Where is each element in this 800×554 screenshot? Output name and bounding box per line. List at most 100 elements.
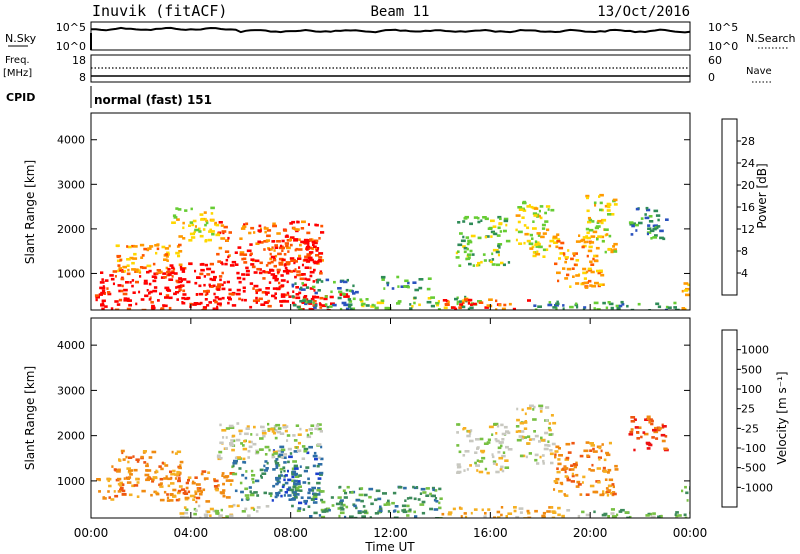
power-cell bbox=[291, 284, 294, 288]
power-cell bbox=[190, 236, 196, 239]
velocity-cell bbox=[658, 427, 662, 430]
power-cell bbox=[181, 296, 186, 300]
velocity-cell bbox=[675, 514, 679, 518]
velocity-cell bbox=[476, 446, 480, 449]
power-cell bbox=[212, 299, 217, 302]
power-cell bbox=[683, 282, 689, 285]
power-cell bbox=[228, 231, 232, 234]
power-cell bbox=[517, 220, 521, 224]
power-cell bbox=[188, 239, 193, 242]
power-cell bbox=[313, 300, 317, 303]
velocity-cell bbox=[279, 467, 284, 471]
velocity-cell bbox=[316, 464, 320, 468]
colorbar-tick-label: 1000 bbox=[741, 344, 769, 357]
range-tick-label: 2000 bbox=[57, 223, 85, 236]
power-cell bbox=[259, 268, 262, 271]
power-cell bbox=[237, 246, 242, 249]
velocity-cell bbox=[276, 430, 282, 434]
velocity-cell bbox=[589, 484, 595, 488]
velocity-cell bbox=[544, 443, 549, 447]
velocity-cell bbox=[140, 455, 144, 459]
velocity-cell bbox=[324, 508, 327, 511]
velocity-cell bbox=[294, 489, 300, 492]
power-cell bbox=[283, 264, 287, 267]
power-cell bbox=[228, 292, 233, 296]
power-cell bbox=[597, 271, 601, 275]
velocity-cell bbox=[267, 429, 271, 432]
velocity-cell bbox=[198, 492, 203, 496]
velocity-cell bbox=[476, 469, 479, 472]
velocity-cell bbox=[413, 510, 416, 514]
velocity-cell bbox=[232, 461, 237, 465]
velocity-cell bbox=[317, 487, 321, 490]
velocity-cell bbox=[571, 472, 574, 476]
velocity-cell bbox=[547, 426, 551, 430]
power-cell bbox=[324, 303, 328, 306]
velocity-cell bbox=[378, 509, 383, 513]
velocity-cell bbox=[479, 437, 484, 441]
power-cell bbox=[213, 292, 216, 296]
power-cell bbox=[499, 230, 503, 233]
power-cell bbox=[199, 301, 203, 305]
velocity-cell bbox=[220, 508, 223, 512]
power-cell bbox=[264, 291, 270, 294]
velocity-cell bbox=[255, 510, 259, 513]
power-cell bbox=[591, 284, 597, 288]
power-cell bbox=[122, 265, 127, 269]
velocity-cell bbox=[244, 476, 248, 480]
velocity-cell bbox=[314, 457, 318, 461]
power-cell bbox=[214, 300, 218, 304]
power-cell bbox=[533, 214, 538, 217]
power-cell bbox=[562, 304, 565, 307]
velocity-cell bbox=[169, 470, 172, 474]
power-cell bbox=[578, 234, 581, 237]
velocity-cell bbox=[179, 515, 185, 518]
power-cell bbox=[143, 279, 148, 283]
power-cell bbox=[461, 305, 466, 309]
velocity-cell bbox=[591, 463, 594, 467]
power-cell bbox=[100, 271, 104, 274]
power-cell bbox=[592, 230, 598, 234]
velocity-cell bbox=[466, 468, 469, 471]
velocity-cell bbox=[385, 501, 390, 505]
velocity-cell bbox=[524, 412, 527, 416]
power-cell bbox=[476, 264, 479, 267]
power-cell bbox=[495, 299, 498, 303]
power-cell bbox=[168, 296, 173, 300]
velocity-cell bbox=[463, 469, 466, 472]
power-cell bbox=[562, 252, 566, 255]
power-cell bbox=[182, 221, 185, 225]
velocity-cell bbox=[479, 460, 484, 463]
power-cell bbox=[209, 228, 212, 232]
power-cell bbox=[593, 254, 596, 258]
velocity-cell bbox=[431, 486, 435, 490]
power-cell bbox=[343, 280, 348, 284]
velocity-cell bbox=[513, 509, 517, 513]
velocity-cell bbox=[496, 510, 501, 514]
power-cell bbox=[173, 216, 178, 219]
velocity-cell bbox=[248, 440, 251, 444]
power-cell bbox=[316, 280, 319, 284]
velocity-cell bbox=[538, 404, 544, 408]
power-cell bbox=[634, 223, 639, 227]
power-cell bbox=[156, 269, 161, 272]
power-cell bbox=[231, 304, 237, 307]
velocity-cell bbox=[275, 458, 279, 461]
power-cell bbox=[522, 201, 527, 205]
velocity-cell bbox=[309, 515, 313, 518]
velocity-cell bbox=[323, 509, 329, 513]
velocity-cell bbox=[646, 417, 651, 421]
power-cell bbox=[224, 250, 230, 253]
power-cell bbox=[106, 287, 109, 290]
power-cell bbox=[457, 221, 461, 224]
power-cell bbox=[646, 232, 649, 236]
velocity-cell bbox=[526, 407, 532, 410]
power-cell bbox=[652, 224, 655, 228]
velocity-cell bbox=[369, 516, 372, 518]
velocity-cell bbox=[135, 477, 139, 481]
power-cell bbox=[542, 232, 547, 235]
power-cell bbox=[347, 305, 352, 308]
velocity-cell bbox=[318, 514, 322, 517]
power-cell bbox=[492, 225, 497, 228]
velocity-cell bbox=[469, 464, 472, 467]
